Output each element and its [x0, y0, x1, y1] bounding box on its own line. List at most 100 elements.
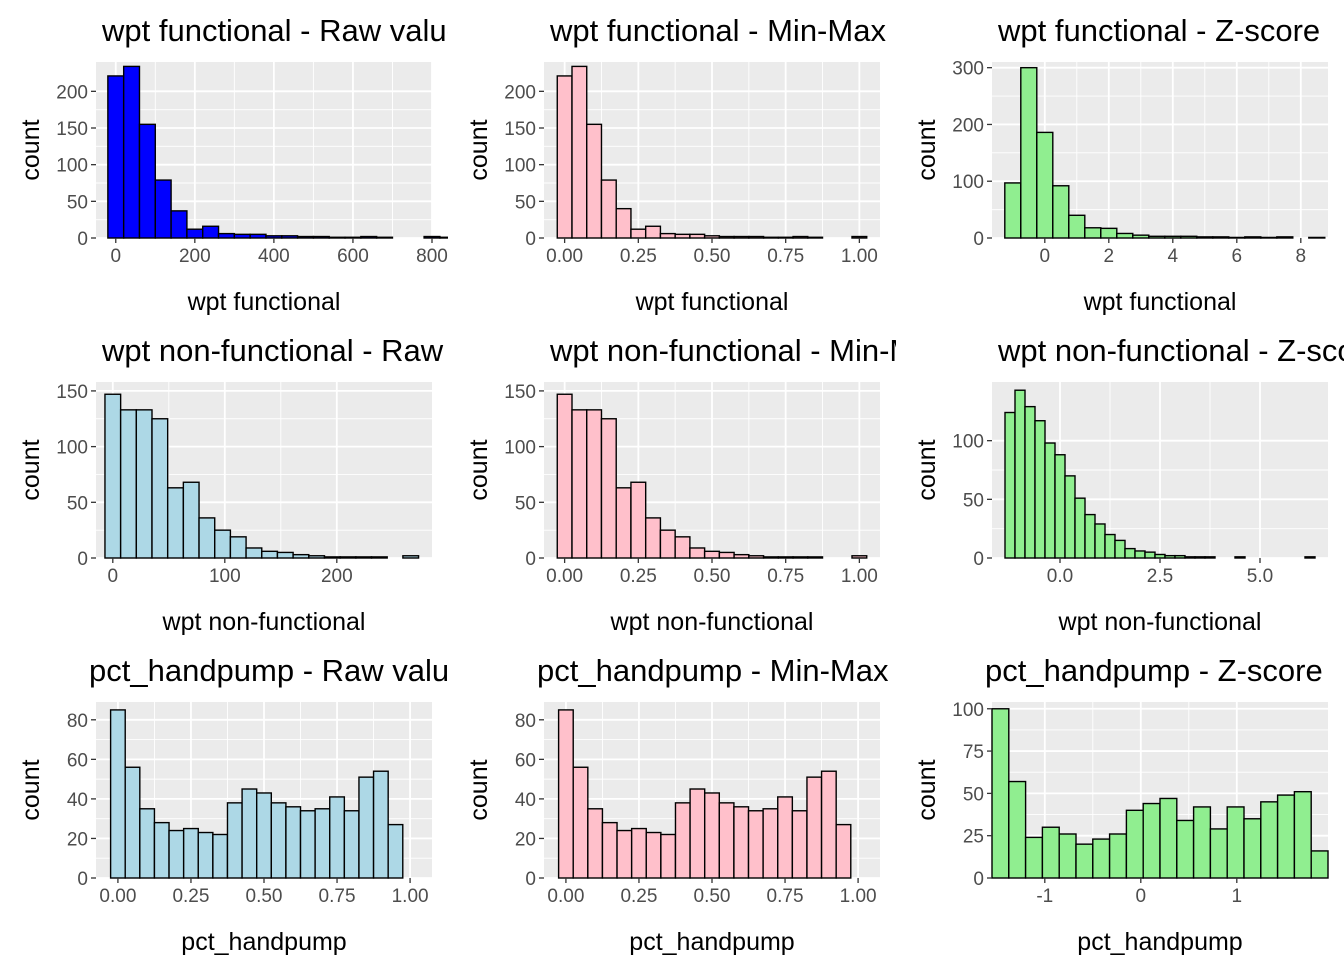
histogram-bar [226, 802, 243, 879]
histogram-bar [601, 821, 618, 879]
y-axis-label: count [913, 119, 941, 180]
histogram-bar [312, 235, 330, 239]
x-axis-label: wpt non-functional [1058, 608, 1262, 636]
x-tick-label: 6 [1232, 246, 1243, 267]
histogram-bar [139, 808, 156, 879]
chart-title: wpt non-functional - Raw values [101, 333, 448, 368]
y-tick-label: 50 [67, 192, 88, 213]
histogram-bar [1125, 809, 1144, 879]
x-tick-label: 5.0 [1247, 566, 1273, 587]
histogram-bar [1100, 227, 1118, 239]
histogram-bar [323, 556, 341, 559]
histogram-bar [1226, 806, 1245, 879]
histogram-bar [1024, 836, 1044, 879]
histogram-bar [314, 808, 331, 879]
y-axis-label: count [17, 119, 45, 180]
histogram-bar [1204, 556, 1216, 559]
x-axis-label: pct_handpump [181, 928, 346, 956]
histogram-bar [718, 235, 735, 239]
x-tick-label: 4 [1168, 246, 1179, 267]
chart-title: wpt non-functional - Z-score [997, 333, 1344, 368]
histogram-bar [292, 553, 310, 559]
x-tick-label: 0.50 [694, 246, 731, 267]
x-tick-label: 1 [1232, 886, 1243, 907]
x-tick-label: 1.00 [841, 246, 878, 267]
histogram-bar [1064, 475, 1076, 559]
y-tick-label: 50 [67, 493, 88, 514]
y-axis-label: count [465, 759, 493, 820]
x-tick-label: 0.25 [620, 566, 657, 587]
chart-title: wpt functional - Z-score [997, 13, 1320, 48]
histogram-bar [1004, 182, 1022, 239]
histogram-bar [104, 393, 122, 559]
x-tick-label: 0.50 [694, 886, 731, 907]
histogram-bar [674, 233, 691, 239]
y-axis-label: count [465, 119, 493, 180]
histogram-bar [733, 235, 750, 239]
chart-panel: 0 100 200 0 50 100 150 wpt non-functional count w… [0, 320, 448, 640]
histogram-bar [718, 802, 735, 879]
histogram-bar [1260, 236, 1278, 239]
histogram-bar [241, 788, 258, 879]
histogram-bar [733, 553, 750, 559]
histogram-bar [1159, 797, 1178, 879]
chart-title: wpt functional - Raw values [101, 13, 448, 48]
histogram-bar [1293, 790, 1312, 879]
histogram-bar [186, 228, 204, 239]
histogram-bar [762, 556, 780, 559]
y-tick-label: 0 [973, 229, 984, 250]
histogram-bar [674, 802, 691, 879]
y-tick-label: 0 [525, 229, 536, 250]
histogram-bar [285, 806, 302, 879]
y-tick-label: 100 [56, 438, 88, 459]
x-tick-label: 800 [416, 246, 448, 267]
histogram-bar [122, 65, 141, 239]
histogram-bar [703, 792, 721, 879]
histogram-bar [299, 810, 316, 879]
chart-svg: 0.00 0.25 0.50 0.75 1.00 0 20 40 60 80 pct_handpum… [17, 653, 448, 956]
y-axis-label: count [17, 439, 45, 500]
x-axis-label: pct_handpump [629, 928, 794, 956]
y-tick-label: 80 [515, 711, 536, 732]
histogram-bar [586, 123, 603, 239]
histogram-bar [586, 409, 603, 559]
histogram-bar [265, 235, 283, 239]
histogram-bar [344, 236, 362, 239]
histogram-bar [1180, 235, 1198, 239]
y-tick-label: 0 [77, 869, 88, 890]
histogram-bar [1194, 556, 1206, 559]
x-axis-label: wpt non-functional [162, 608, 366, 636]
histogram-bar [1036, 131, 1054, 239]
y-tick-label: 100 [504, 156, 536, 177]
histogram-bar [355, 556, 373, 559]
histogram-bar [375, 236, 394, 239]
histogram-bar [1304, 556, 1316, 559]
histogram-bar [1308, 236, 1326, 239]
x-axis-label: wpt functional [1083, 288, 1237, 316]
y-tick-label: 100 [952, 432, 984, 453]
chart-svg: 0 200 400 600 800 0 50 100 150 200 wpt functional c… [17, 13, 448, 316]
histogram-bar [1052, 185, 1070, 239]
y-tick-label: 100 [952, 172, 984, 193]
histogram-bar [182, 827, 199, 879]
y-tick-label: 60 [515, 750, 536, 771]
histogram-bar [233, 233, 251, 239]
chart-panel: 0.00 0.25 0.50 0.75 1.00 0 20 40 60 80 pct_handpum… [0, 640, 448, 960]
y-tick-label: 40 [515, 790, 536, 811]
x-tick-label: 0.75 [767, 886, 804, 907]
y-tick-label: 0 [77, 549, 88, 570]
histogram-bar [556, 75, 573, 239]
chart-svg: 0.00 0.25 0.50 0.75 1.00 0 50 100 150 wpt non-fun… [465, 333, 896, 636]
histogram-bar [571, 65, 588, 239]
x-tick-label: 1.00 [392, 886, 429, 907]
x-axis-label: wpt functional [635, 288, 789, 316]
x-tick-label: 0.75 [767, 566, 804, 587]
chart-panel: 0 2 4 6 8 0 100 200 300 wpt functional count wpt fu… [896, 0, 1344, 320]
histogram-bar [1144, 551, 1156, 559]
x-tick-label: 0.25 [620, 246, 657, 267]
x-tick-label: 400 [258, 246, 290, 267]
histogram-bar [182, 481, 200, 559]
histogram-bar [616, 829, 633, 879]
histogram-bar [387, 823, 404, 879]
histogram-bar [1008, 780, 1027, 879]
